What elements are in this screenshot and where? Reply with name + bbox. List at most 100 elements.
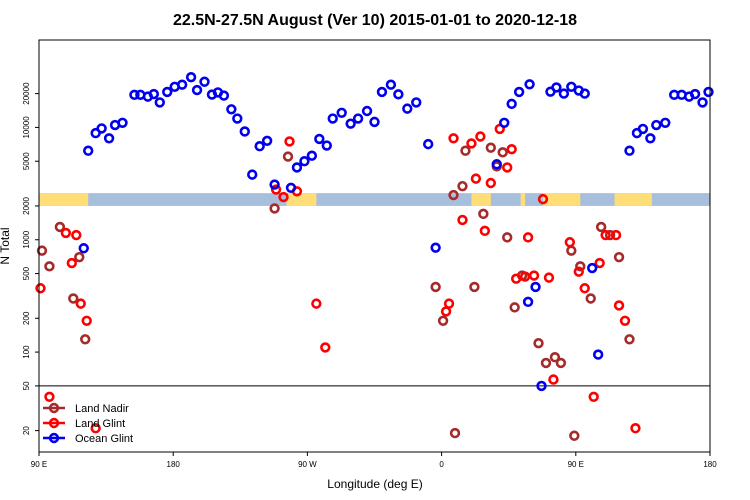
land-nadir-point	[80, 334, 91, 345]
land-glint-point	[619, 315, 631, 326]
ocean-glint-point	[117, 117, 128, 128]
land-glint-point	[564, 237, 576, 248]
ocean-glint-point	[191, 84, 203, 96]
land-nadir-point	[509, 302, 520, 313]
y-axis-label: N Total	[0, 227, 12, 264]
y-tick-label: 50	[22, 381, 31, 390]
land-glint-point	[479, 225, 491, 237]
land-nadir-point	[430, 281, 441, 293]
land-nadir-point	[448, 189, 459, 201]
land-glint-point	[600, 229, 611, 241]
land-glint-point	[284, 136, 295, 147]
land-nadir-point	[44, 261, 55, 272]
ocean-glint-point	[96, 123, 107, 134]
land-nadir-point	[36, 245, 48, 256]
x-axis: 90 E 180 90 W 0 90 E 180	[31, 452, 717, 469]
land-glint-point	[573, 266, 584, 277]
ocean-glint-point	[345, 118, 356, 129]
ocean-glint-point	[592, 349, 604, 360]
land-nadir-point	[575, 261, 586, 272]
land-glint-point	[35, 283, 46, 294]
ocean-glint-point	[637, 123, 649, 135]
land-glint-point	[502, 162, 513, 173]
land-glint-point	[470, 173, 482, 184]
land-nadir-point	[478, 208, 489, 220]
x-tick-label: 180	[703, 460, 717, 469]
land-glint-point	[44, 391, 55, 402]
legend-marker-land-nadir	[48, 402, 60, 414]
ocean-glint-point	[385, 79, 397, 90]
ocean-glint-point	[78, 243, 89, 254]
y-tick-label: 5000	[22, 152, 31, 170]
y-tick-label: 2000	[22, 196, 31, 214]
land-glint-point	[66, 257, 78, 269]
land-glint-point	[75, 298, 86, 309]
x-axis-label: Longitude (deg E)	[327, 477, 422, 491]
land-glint-point	[522, 232, 534, 243]
ocean-glint-point	[83, 145, 94, 156]
land-band-segment	[520, 193, 526, 206]
ocean-glint-point	[285, 182, 297, 194]
land-glint-point	[613, 300, 625, 311]
legend-marker-land-glint	[48, 417, 60, 429]
surface-type-band	[39, 193, 710, 206]
ocean-glint-point	[402, 103, 413, 114]
ocean-glint-point	[291, 162, 303, 173]
ocean-glint-point	[162, 86, 173, 98]
land-glint-point	[594, 257, 605, 269]
land-glint-point	[528, 270, 540, 281]
land-nadir-point	[569, 430, 580, 441]
land-band-segment	[614, 193, 652, 206]
land-nadir-point	[595, 221, 607, 233]
land-nadir-point	[68, 293, 79, 304]
x-tick-label: 0	[439, 460, 444, 469]
land-band-segment	[39, 193, 89, 206]
chart-title: 22.5N-27.5N August (Ver 10) 2015-01-01 t…	[173, 12, 577, 29]
land-nadir-point	[604, 229, 616, 241]
ocean-glint-point	[306, 150, 318, 161]
ocean-glint-point	[536, 380, 547, 392]
ocean-glint-point	[689, 88, 701, 100]
ocean-glint-point	[660, 117, 671, 128]
ocean-glint-point	[369, 116, 380, 128]
ocean-glint-point	[336, 107, 347, 118]
land-glint-point	[630, 423, 641, 434]
ocean-glint-point	[422, 138, 434, 150]
legend: Land Nadir Land Glint Ocean Glint	[43, 402, 133, 445]
land-nadir-point	[502, 232, 513, 243]
plot-frame	[38, 39, 711, 453]
x-tick-label: 90 E	[31, 460, 47, 469]
land-glint-point	[485, 177, 497, 189]
ocean-glint-point	[299, 156, 310, 167]
land-glint-point	[443, 298, 455, 309]
ocean-glint-point	[499, 117, 510, 128]
ocean-glint-point	[176, 79, 188, 90]
ocean-glint-point	[411, 97, 422, 108]
land-nadir-point	[566, 245, 577, 256]
ocean-glint-point	[376, 86, 388, 98]
land-glint-point	[588, 391, 599, 402]
land-glint-point	[579, 283, 590, 294]
ocean-glint-point	[551, 82, 562, 93]
y-tick-label: 500	[22, 266, 31, 280]
y-tick-label: 20000	[22, 82, 31, 105]
ocean-glint-point	[697, 97, 708, 108]
land-glint-point	[537, 193, 549, 205]
land-band-segment	[471, 193, 491, 206]
ocean-glint-point	[247, 169, 258, 180]
land-nadir-point	[469, 281, 480, 293]
land-band-segment	[542, 193, 581, 206]
y-tick-label: 200	[22, 311, 31, 325]
ocean-glint-point	[651, 119, 662, 131]
ocean-glint-point	[522, 296, 534, 308]
land-glint-point	[320, 342, 331, 353]
land-nadir-point	[549, 352, 561, 363]
land-glint-point	[506, 143, 517, 155]
ocean-glint-point	[254, 141, 265, 152]
ocean-glint-point	[393, 89, 404, 100]
land-band-segment	[286, 193, 317, 206]
ocean-glint-point	[185, 71, 197, 83]
land-glint-point	[510, 273, 522, 284]
ocean-glint-point	[261, 135, 273, 147]
ocean-glint-point	[327, 113, 338, 124]
